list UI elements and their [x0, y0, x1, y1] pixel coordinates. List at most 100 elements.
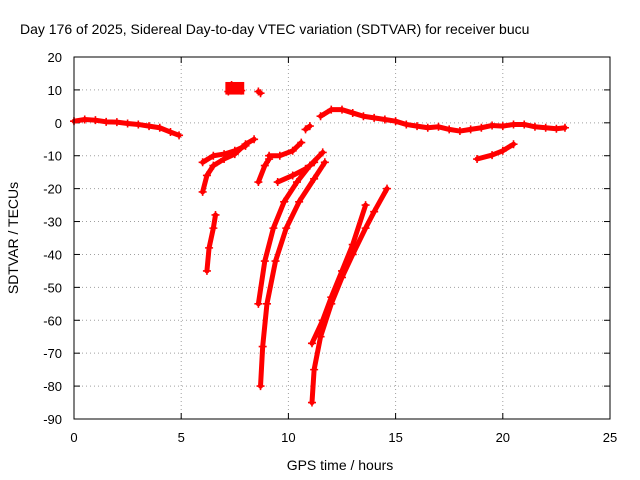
data-point — [297, 138, 306, 147]
y-tick-label: -40 — [43, 247, 62, 262]
x-tick-label: 0 — [70, 430, 77, 445]
data-point — [391, 117, 400, 126]
data-point — [175, 131, 184, 140]
data-point — [262, 299, 271, 308]
y-tick-label: -90 — [43, 412, 62, 427]
series-path — [255, 156, 272, 185]
y-tick-label: -20 — [43, 182, 62, 197]
data-point — [202, 266, 211, 275]
data-point — [310, 174, 319, 183]
series-arc-i — [307, 184, 392, 407]
series-arc-a — [198, 135, 259, 196]
x-tick-label: 5 — [178, 430, 185, 445]
y-tick-label: -60 — [43, 313, 62, 328]
data-point — [91, 116, 100, 125]
data-point — [265, 151, 274, 160]
data-point — [348, 108, 357, 117]
y-tick-label: 0 — [55, 116, 62, 131]
data-point — [254, 178, 263, 187]
data-point — [316, 112, 325, 121]
data-point — [209, 151, 218, 160]
data-point — [258, 342, 267, 351]
series-arc-h — [256, 158, 329, 391]
series-path — [309, 186, 390, 406]
data-point — [198, 187, 207, 196]
data-point — [423, 123, 432, 132]
data-point — [307, 398, 316, 407]
data-point — [230, 146, 239, 155]
data-point — [455, 127, 464, 136]
x-tick-label: 15 — [388, 430, 402, 445]
data-point — [316, 332, 325, 341]
data-point — [509, 140, 518, 149]
data-point — [209, 224, 218, 233]
series-arc-j — [307, 201, 370, 348]
data-point — [307, 339, 316, 348]
data-point — [541, 123, 550, 132]
series-arc-b — [198, 141, 250, 167]
data-point — [254, 299, 263, 308]
series-arc-d — [254, 155, 274, 187]
data-point — [145, 122, 154, 131]
data-point — [273, 178, 282, 187]
series-path — [266, 140, 304, 159]
plot-frame — [73, 56, 611, 420]
data-point — [338, 266, 346, 275]
series-tick-10.9 — [301, 122, 314, 134]
series-arc-g — [254, 148, 327, 308]
y-tick-label: 10 — [48, 83, 62, 98]
data-point — [198, 158, 207, 167]
data-point — [305, 122, 314, 131]
data-point — [250, 135, 259, 144]
data-point — [241, 141, 250, 150]
data-point — [370, 207, 379, 216]
data-point — [488, 121, 497, 130]
series-path — [474, 141, 517, 162]
series-path — [309, 202, 369, 346]
data-point — [256, 382, 265, 391]
x-axis-label: GPS time / hours — [287, 457, 394, 473]
data-point — [102, 117, 111, 126]
data-point — [112, 118, 121, 127]
data-point — [318, 148, 327, 157]
data-point — [271, 257, 280, 266]
data-point — [295, 197, 304, 206]
series-arc-c — [202, 210, 220, 275]
series-baseline-early — [70, 115, 184, 140]
data-point — [488, 151, 497, 160]
y-axis-label: SDTVAR / TECUs — [5, 182, 21, 294]
series-baseline-mid — [316, 105, 569, 136]
data-point — [275, 151, 284, 160]
x-tick-label: 20 — [496, 430, 510, 445]
data-point — [348, 240, 357, 249]
data-point — [256, 89, 265, 98]
data-point — [498, 146, 507, 155]
data-point — [280, 197, 289, 206]
tick-labels: 0 5 10 15 20 25 20 10 0 -10 -20 -30 -40 -50 -60 -70 -80 -… — [43, 50, 617, 445]
data-point — [123, 119, 132, 128]
data-point — [220, 150, 229, 159]
y-tick-label: -10 — [43, 149, 62, 164]
data-point — [402, 120, 411, 129]
y-tick-label: -30 — [43, 215, 62, 230]
data-point — [269, 224, 278, 233]
data-point — [292, 178, 301, 187]
data-point — [134, 120, 143, 129]
data-point — [301, 125, 310, 134]
data-point — [560, 123, 569, 132]
y-tick-label: -50 — [43, 280, 62, 295]
data-point — [473, 155, 482, 164]
data-point — [445, 125, 454, 134]
data-point — [361, 201, 370, 210]
data-point — [370, 113, 379, 122]
data-point — [413, 122, 422, 131]
data-point — [166, 128, 175, 137]
data-point — [260, 257, 269, 266]
data-point — [434, 122, 443, 131]
data-point — [288, 146, 297, 155]
data-point — [383, 184, 392, 193]
data-point — [202, 171, 211, 180]
data-point — [209, 161, 218, 170]
data-point — [318, 316, 327, 325]
